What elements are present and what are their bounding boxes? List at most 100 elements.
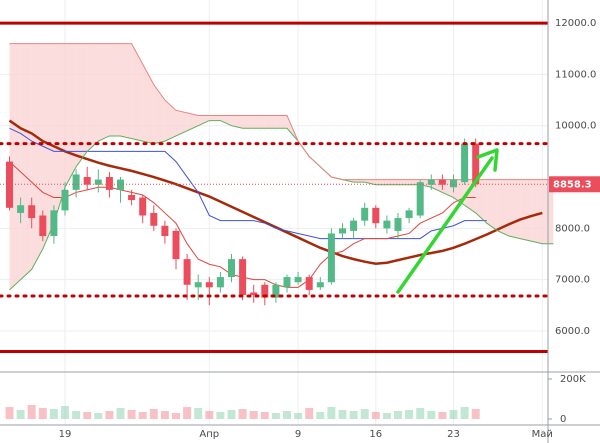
x-tick-label: Апр (199, 429, 219, 440)
cloud-segment (131, 43, 143, 142)
volume-bar (360, 409, 369, 419)
candle-body (183, 259, 191, 285)
volume-bar (160, 411, 169, 419)
cloud-segment (220, 115, 232, 126)
cloud-segment (76, 43, 88, 167)
x-tick-label: 19 (59, 429, 72, 440)
y-tick-label: 12000.0 (555, 18, 596, 29)
cloud-segment (42, 43, 54, 249)
cloud-segment (187, 112, 199, 131)
candle-body (239, 259, 247, 296)
volume-bar (105, 411, 114, 419)
candle-body (228, 259, 235, 278)
x-tick-label: 16 (369, 429, 382, 440)
candle-body (350, 220, 358, 231)
candle-body (305, 277, 313, 290)
volume-bar (260, 412, 269, 419)
volume-bar (283, 411, 291, 419)
cloud-segment (353, 179, 365, 183)
cloud-segment (531, 179, 543, 244)
volume-bar (149, 409, 158, 419)
volume-bar (127, 410, 136, 419)
y-tick-label: 11000.0 (555, 69, 596, 80)
cloud-segment (176, 110, 188, 136)
volume-bar (394, 411, 402, 419)
volume-bar (305, 408, 314, 419)
volume-tick-label: 0 (560, 414, 566, 425)
cloud-segment (497, 179, 509, 237)
candle-body (272, 284, 280, 298)
volume-bar (349, 411, 358, 419)
indicator-line (9, 120, 554, 291)
candle-body (50, 210, 58, 237)
indicator-line (9, 127, 487, 240)
volume-bar (49, 409, 58, 419)
candle-body (150, 212, 158, 226)
cloud-segment (253, 115, 265, 129)
candle-body (128, 194, 136, 201)
candle-body (294, 277, 302, 283)
candle-body (339, 228, 346, 234)
volume-bar (138, 412, 147, 419)
cloud-segment (164, 100, 176, 142)
volume-bar (227, 410, 236, 419)
candle-body (383, 220, 391, 229)
cloud-segment (509, 179, 521, 239)
volume-bar (327, 407, 336, 419)
x-tick-label: 23 (447, 429, 460, 440)
candle-body (361, 207, 369, 221)
y-tick-label: 7000.0 (555, 275, 590, 286)
candle-body (172, 230, 180, 260)
cloud-segment (109, 43, 121, 136)
y-tick-label: 6000.0 (555, 326, 590, 337)
candle-body (72, 174, 80, 190)
volume-bar (5, 407, 14, 419)
cloud-segment (375, 179, 387, 185)
volume-bar (83, 412, 92, 419)
candle-body (17, 205, 25, 213)
cloud-segment (142, 64, 154, 144)
cloud-segment (53, 43, 65, 224)
volume-bar (38, 408, 47, 419)
cloud-segment (87, 43, 99, 152)
y-tick-label: 8000.0 (555, 223, 590, 234)
x-tick-label: 9 (295, 429, 301, 440)
volume-bar (249, 411, 258, 419)
candle-body (394, 218, 402, 231)
cloud-segment (486, 179, 498, 231)
cloud-segment (386, 179, 398, 185)
volume-bar (294, 413, 303, 419)
cloud-segment (275, 115, 287, 129)
cloud-segment (153, 84, 165, 144)
cloud-segment (198, 115, 210, 126)
volume-bar (427, 411, 436, 419)
cloud-segment (231, 115, 243, 129)
x-tick-label: Май (532, 429, 553, 440)
cloud-segment (398, 179, 410, 185)
volume-bar (216, 412, 225, 419)
candle-body (105, 177, 113, 190)
candle-body (461, 143, 469, 183)
volume-bar (172, 413, 180, 419)
cloud-segment (264, 115, 276, 129)
volume-bar (338, 410, 347, 419)
candle-body (427, 179, 435, 185)
volume-bar (416, 408, 425, 419)
volume-bar (316, 412, 325, 419)
volume-bar (116, 408, 125, 419)
candle-body (205, 282, 213, 288)
volume-bar (183, 407, 192, 419)
last-price-tag (549, 176, 600, 193)
volume-bar (449, 410, 458, 419)
trend-arrow (396, 148, 499, 294)
volume-bar (94, 413, 103, 419)
y-tick-label: 10000.0 (555, 121, 596, 132)
candle-body (139, 197, 147, 216)
volume-bar (238, 409, 247, 419)
cloud-segment (65, 43, 77, 188)
last-price-label: 8858.3 (553, 179, 592, 190)
cloud-segment (209, 115, 221, 121)
volume-bar (460, 407, 469, 419)
volume-bar (271, 413, 280, 419)
